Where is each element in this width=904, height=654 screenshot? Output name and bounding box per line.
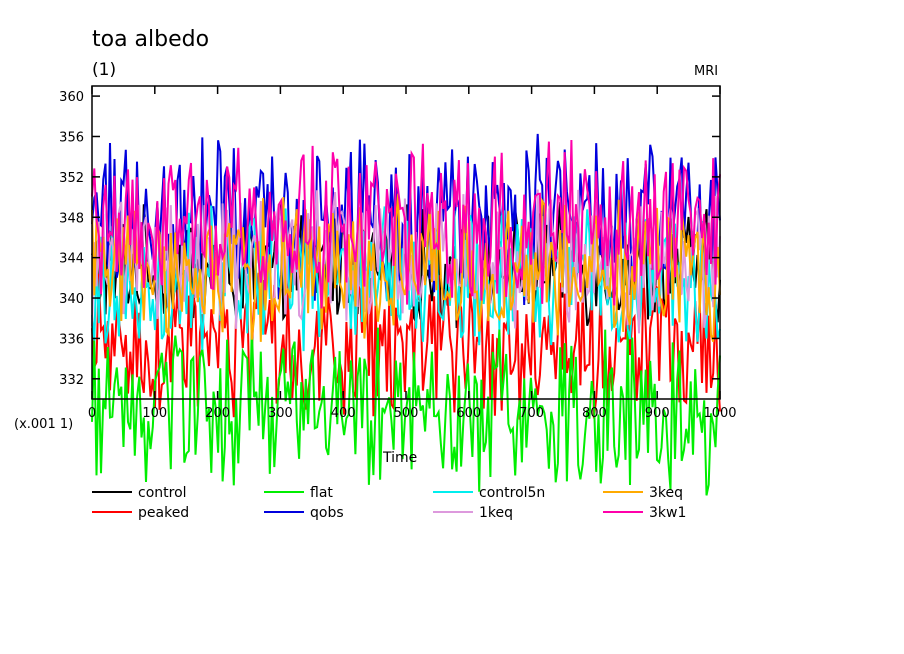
x-axis-label: Time: [382, 450, 417, 466]
series-layer: [91, 133, 721, 496]
legend-label-3keq: 3keq: [649, 485, 683, 501]
corner-label: MRI: [694, 64, 718, 79]
axes: 332 336 340 344 348 352 356 360 0 100 200 300 400 500…: [59, 85, 737, 421]
legend-label-control: control: [138, 485, 187, 501]
x-tick-label: 700: [519, 406, 544, 421]
x-tick-label: 300: [268, 406, 293, 421]
y-tick-label: 336: [59, 332, 84, 347]
y-tick-label: 352: [59, 171, 84, 186]
series-line-peaked: [91, 272, 721, 420]
legend-label-qobs: qobs: [310, 505, 344, 521]
y-tick-label: 332: [59, 373, 84, 388]
y-tick-label: 360: [59, 90, 84, 105]
unit-label: (1): [92, 60, 116, 80]
legend-label-control5n: control5n: [479, 485, 545, 501]
y-tick-label: 344: [59, 252, 84, 267]
x-tick-label: 900: [645, 406, 670, 421]
legend: control peaked flat qobs control5n 1keq 3keq 3k…: [92, 485, 686, 521]
x-scale-label: (x.001 1): [14, 417, 73, 432]
legend-label-3kw1: 3kw1: [649, 505, 686, 521]
series-line-3kw1: [91, 139, 721, 309]
x-tick-label: 600: [456, 406, 481, 421]
y-tick-label: 356: [59, 130, 84, 145]
legend-label-1keq: 1keq: [479, 505, 513, 521]
x-tick-label: 100: [142, 406, 167, 421]
x-tick-label: 1000: [703, 406, 736, 421]
y-tick-label: 340: [59, 292, 84, 307]
legend-label-peaked: peaked: [138, 505, 189, 521]
x-tick-label: 400: [331, 406, 356, 421]
legend-label-flat: flat: [310, 485, 333, 501]
y-tick-label: 348: [59, 211, 84, 226]
series-line-flat: [91, 326, 721, 496]
chart-title: toa albedo: [92, 27, 209, 52]
x-tick-label: 500: [394, 406, 419, 421]
x-tick-label: 800: [582, 406, 607, 421]
x-tick-label: 200: [205, 406, 230, 421]
x-tick-label: 0: [88, 406, 96, 421]
